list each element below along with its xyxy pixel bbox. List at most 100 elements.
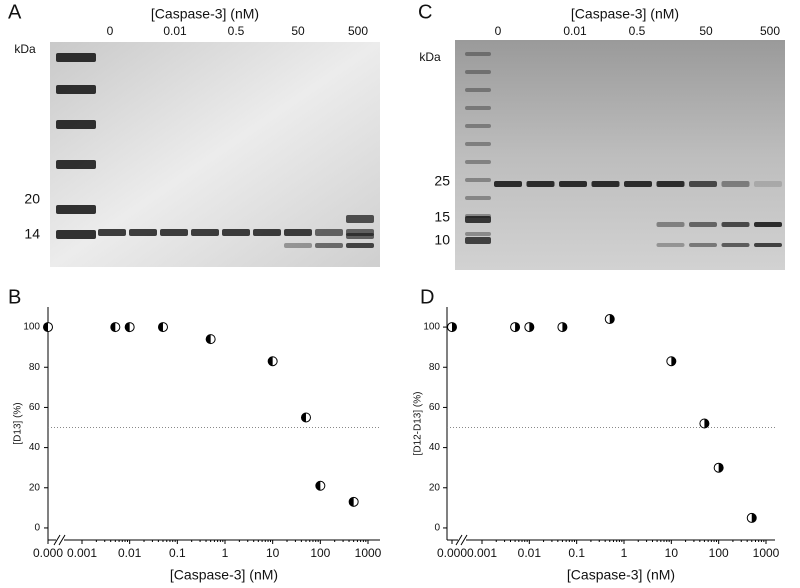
data-point [666,356,677,367]
gel-image [455,40,785,270]
gel-band [465,160,491,164]
point-fill [110,322,116,332]
marker-label: 20 [24,191,40,207]
gel-band [689,222,717,227]
x-tick-label: 1 [222,546,229,560]
gel-band [559,181,587,187]
gel-band [591,181,620,187]
x-tick-label: 0.001 [67,546,97,560]
lane-label: 0.5 [629,24,646,38]
gel-band [721,222,750,227]
point-fill [751,513,757,523]
point-fill [158,322,163,332]
point-fill [301,412,306,422]
gel-band [656,222,685,227]
data-point [348,496,359,507]
gel-band [465,52,491,56]
unit-label: kDa [419,50,441,64]
lane-label: 0.5 [228,24,245,38]
gel-band [56,53,96,62]
data-point [699,418,710,429]
gel-band [284,243,312,248]
gel-band [465,196,491,200]
x-axis-label: [Caspase-3] (nM) [567,567,675,583]
x-tick-label: 0.1 [568,546,585,560]
gel-band [56,120,96,129]
lane-label: 0.01 [563,24,587,38]
lane-label: 0 [107,24,114,38]
gel-band [465,216,491,223]
point-fill [562,322,567,332]
gel-band [465,124,491,128]
data-point [604,314,615,325]
panel-letter: D [420,286,434,308]
x-tick-label: 10 [266,546,280,560]
point-fill [515,322,520,332]
gel-band [222,229,250,236]
data-point [300,412,311,423]
point-fill [718,463,724,473]
data-point [557,322,568,333]
y-tick-label: 100 [423,322,440,333]
marker-label: 25 [434,173,450,189]
lane-label: 500 [760,24,780,38]
x-tick-label: 100 [709,546,729,560]
gel-band [129,229,157,236]
y-axis-label: [D13] (%) [13,402,24,444]
gel-band [315,243,343,248]
y-tick-label: 0 [34,523,40,534]
lane-label: 500 [348,24,368,38]
data-point [447,322,457,333]
data-point [524,322,535,333]
y-tick-label: 100 [23,322,40,333]
y-tick-label: 0 [434,523,440,534]
point-fill [671,356,676,366]
marker-label: 14 [24,226,40,242]
axis-break [455,534,468,546]
gel-band [191,229,219,236]
gel-band [284,229,312,236]
axis-break [53,534,66,546]
x-tick-label: 1000 [753,546,780,560]
point-fill [125,322,130,332]
data-point [510,322,521,333]
y-tick-label: 80 [429,362,441,373]
x-tick-label: 100 [310,546,330,560]
x-tick-label: 1000 [355,546,382,560]
point-fill [268,356,273,366]
gel-band [754,222,782,227]
gel-band [624,181,652,187]
unit-label: kDa [14,42,36,56]
x-tick-label: 0.000 [33,546,63,560]
gel-band [346,215,374,223]
gel-band [465,70,491,74]
point-fill [315,481,321,491]
point-fill [206,334,211,344]
gel-band [56,230,96,239]
gel-band [465,232,491,236]
x-axis-label: [Caspase-3] (nM) [170,567,278,583]
gel-band [526,181,555,187]
gel-band [656,181,685,187]
gel-band [346,243,374,248]
marker-label: 10 [434,232,450,248]
gel-band [465,142,491,146]
gel-band [465,178,491,182]
y-tick-label: 80 [29,362,41,373]
gel-band [160,229,188,236]
gel-band [465,237,491,244]
data-point [124,322,135,333]
point-fill [452,322,457,332]
gel-band [721,181,750,187]
data-point [110,322,121,333]
gel-band [754,181,782,187]
point-fill [609,314,615,324]
point-fill [529,322,534,332]
gel-band [465,88,491,92]
data-point [315,480,326,491]
marker-label: 15 [434,209,450,225]
data-point [43,322,53,333]
gel-band [494,181,522,187]
y-tick-label: 20 [429,482,441,493]
